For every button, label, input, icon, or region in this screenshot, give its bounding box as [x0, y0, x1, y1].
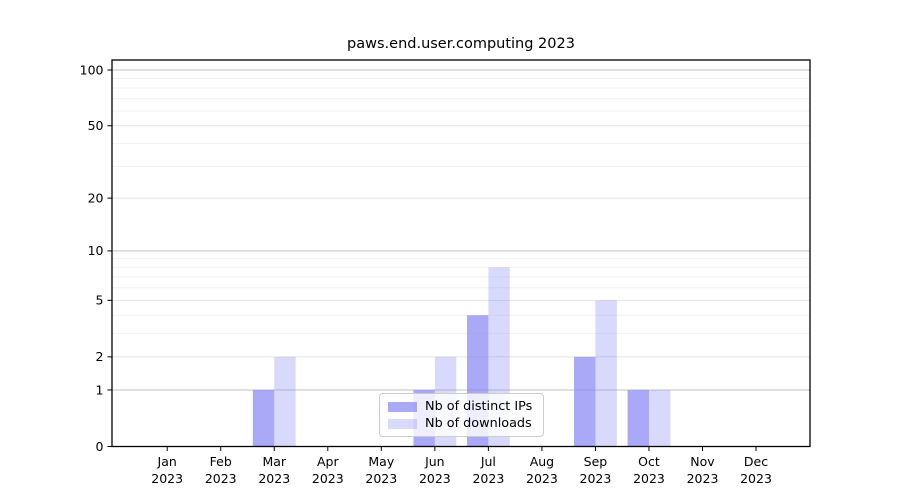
x-tick-label-year: 2023: [740, 471, 772, 486]
y-tick-label: 0: [96, 439, 104, 454]
legend-item-distinct-ips: Nb of distinct IPs: [388, 399, 535, 415]
x-tick-label-year: 2023: [312, 471, 344, 486]
x-tick-label-year: 2023: [687, 471, 719, 486]
y-tick-label: 100: [80, 62, 104, 77]
legend-label-downloads: Nb of downloads: [425, 416, 532, 431]
legend-swatch-downloads-icon: [388, 419, 417, 429]
x-tick-label-month: May: [368, 454, 394, 469]
x-tick-label-month: Dec: [744, 454, 768, 469]
x-tick-label-month: Jan: [157, 454, 177, 469]
x-tick-label-year: 2023: [205, 471, 237, 486]
x-tick-label-year: 2023: [580, 471, 612, 486]
x-tick-label-year: 2023: [365, 471, 397, 486]
x-tick-label-year: 2023: [419, 471, 451, 486]
x-tick-label-month: Jun: [424, 454, 445, 469]
x-tick-label-year: 2023: [258, 471, 290, 486]
y-tick-label: 50: [88, 118, 104, 133]
x-tick-label-month: Apr: [317, 454, 339, 469]
y-tick-label: 20: [88, 190, 104, 205]
bar-distinct-ips: [574, 356, 596, 447]
legend: Nb of distinct IPs Nb of downloads: [379, 393, 544, 437]
bar-distinct-ips: [252, 389, 275, 447]
x-tick-label-year: 2023: [472, 471, 504, 486]
bar-downloads: [648, 389, 671, 447]
x-tick-label-month: Jul: [480, 454, 496, 469]
y-tick-label: 10: [88, 243, 104, 258]
y-tick-label: 5: [96, 293, 104, 308]
x-tick-label-year: 2023: [526, 471, 558, 486]
x-tick-label-month: Nov: [690, 454, 715, 469]
x-tick-label-year: 2023: [151, 471, 183, 486]
x-tick-label-month: Aug: [530, 454, 554, 469]
x-tick-label-month: Feb: [210, 454, 232, 469]
bar-distinct-ips: [627, 389, 649, 447]
axes-spine: [111, 59, 811, 448]
bar-downloads: [595, 300, 617, 447]
x-tick-label-year: 2023: [633, 471, 665, 486]
chart-title: paws.end.user.computing 2023: [347, 36, 575, 52]
x-tick-label-month: Oct: [638, 454, 660, 469]
y-tick-label: 2: [96, 349, 104, 364]
legend-label-distinct-ips: Nb of distinct IPs: [425, 399, 533, 414]
bar-downloads: [274, 356, 296, 447]
legend-item-downloads: Nb of downloads: [388, 416, 535, 432]
legend-swatch-distinct-ips-icon: [388, 402, 417, 412]
x-tick-label-month: Sep: [584, 454, 608, 469]
x-tick-label-month: Mar: [262, 454, 286, 469]
y-tick-label: 1: [96, 382, 104, 397]
